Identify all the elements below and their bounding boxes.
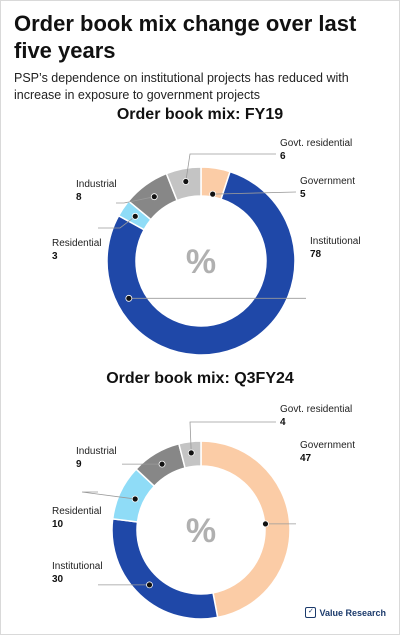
marker-institutional: [146, 581, 153, 589]
marker-govt-residential: [187, 449, 195, 457]
center-percent-label: %: [186, 512, 216, 550]
donut-chart-q3fy24: % Government 47 Institutional 30 Residential 1…: [52, 404, 355, 620]
value-govt-residential: 6: [280, 151, 286, 162]
label-institutional: Institutional: [52, 561, 103, 572]
leader-industrial: [116, 196, 155, 204]
label-govt-residential: Govt. residential: [280, 138, 352, 149]
label-residential: Residential: [52, 238, 101, 249]
page-subtitle: PSP’s dependence on institutional projec…: [14, 71, 349, 102]
value-industrial: 8: [76, 192, 82, 203]
slice-institutional: [106, 170, 296, 356]
value-residential: 3: [52, 251, 58, 262]
slice-government: [200, 440, 291, 619]
label-institutional: Institutional: [310, 236, 361, 247]
label-industrial: Industrial: [76, 446, 117, 457]
center-percent-label: %: [186, 243, 216, 281]
marker-institutional: [125, 294, 133, 302]
brand-name: Value Research: [319, 607, 386, 618]
value-government: 47: [300, 453, 312, 464]
value-institutional: 30: [52, 574, 64, 585]
marker-industrial: [150, 193, 158, 201]
label-government: Government: [300, 440, 355, 451]
marker-residential: [131, 495, 139, 503]
marker-industrial: [158, 460, 166, 468]
chart-title: Order book mix: FY19: [116, 106, 284, 123]
marker-residential: [131, 212, 139, 220]
label-industrial: Industrial: [76, 179, 117, 190]
marker-govt-residential: [182, 178, 190, 185]
leader-govt-residential: [185, 153, 276, 182]
chart-fy19: Order book mix: FY19 % Government 5 Institu…: [0, 104, 400, 356]
value-institutional: 78: [310, 249, 322, 260]
leader-residential: [98, 215, 136, 229]
marker-government: [209, 190, 217, 198]
marker-government: [262, 520, 269, 528]
label-govt-residential: Govt. residential: [280, 404, 352, 415]
label-government: Government: [300, 176, 355, 187]
page-title: Order book mix change over last five yea…: [14, 11, 357, 63]
leader-government: [212, 191, 297, 195]
leader-govt-residential: [189, 421, 276, 453]
chart-title: Order book mix: Q3FY24: [106, 370, 294, 387]
label-residential: Residential: [52, 506, 101, 517]
chart-q3fy24: Order book mix: Q3FY24 % Government 47 Inst…: [0, 368, 400, 620]
leader-residential: [81, 491, 136, 500]
value-govt-residential: 4: [280, 417, 286, 428]
checkmark-icon: ✓: [305, 607, 317, 618]
donut-chart-fy19: % Government 5 Institutional 78 Residential 3 I…: [52, 138, 361, 356]
value-industrial: 9: [76, 459, 82, 470]
value-residential: 10: [52, 519, 64, 530]
value-government: 5: [300, 189, 306, 200]
brand-logo: ✓ Value Research: [305, 607, 386, 618]
